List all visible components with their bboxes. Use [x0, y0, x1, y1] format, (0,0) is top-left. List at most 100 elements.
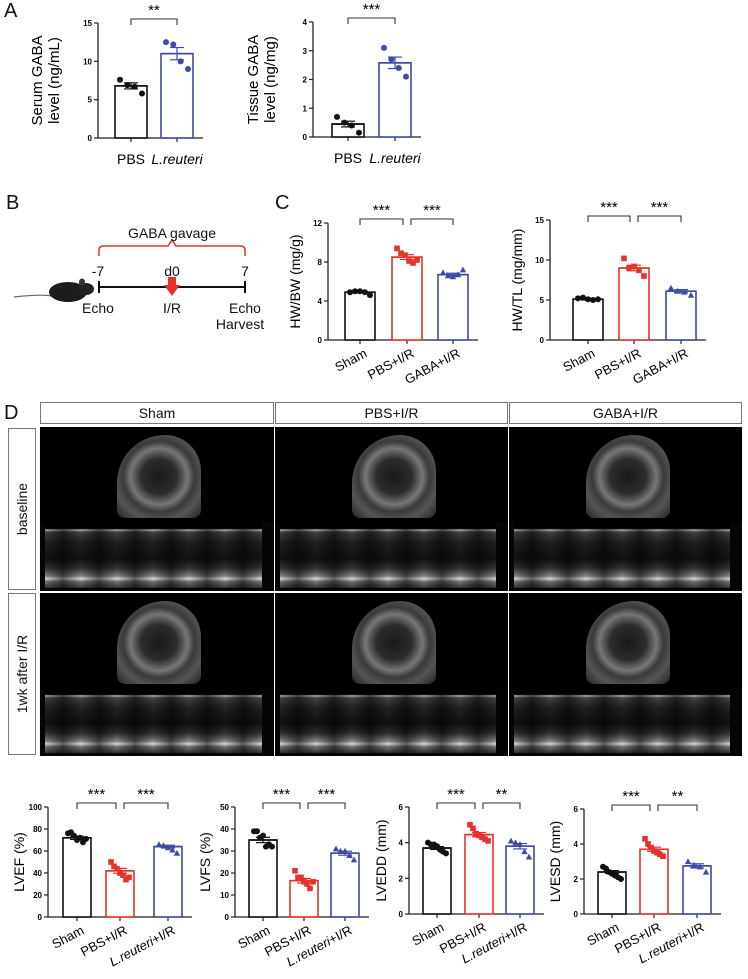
y-tick-label: 2 — [574, 875, 579, 884]
bar — [378, 62, 412, 138]
data-point — [71, 832, 77, 839]
significance-label: *** — [622, 788, 640, 805]
significance-label: *** — [137, 786, 155, 803]
data-point — [139, 90, 145, 97]
data-point — [696, 863, 704, 870]
data-point — [348, 122, 355, 129]
panel-label-b: B — [6, 192, 20, 214]
data-point — [641, 273, 647, 279]
data-point — [507, 837, 515, 844]
significance-bracket — [611, 804, 651, 811]
data-point — [398, 250, 404, 257]
significance-bracket — [347, 17, 396, 24]
column-header-gaba: GABA+I/R — [509, 402, 742, 424]
data-point — [651, 848, 657, 854]
data-point — [657, 851, 663, 858]
significance-label: *** — [600, 199, 618, 216]
data-point — [512, 839, 519, 846]
data-point — [690, 861, 698, 868]
y-tick-label: 1 — [303, 104, 308, 113]
data-point — [681, 288, 688, 295]
significance-bracket — [482, 802, 521, 809]
significance-bracket — [130, 18, 178, 25]
significance-label: *** — [363, 1, 381, 18]
x-tick-label: PBS — [334, 150, 362, 166]
y-tick-label: 5 — [540, 296, 545, 305]
bar — [289, 879, 319, 918]
data-point — [654, 849, 660, 856]
panel-label-a: A — [4, 0, 18, 22]
y-tick-label: 0 — [399, 910, 404, 919]
significance-label: *** — [88, 786, 106, 803]
data-point — [356, 129, 362, 136]
data-point — [645, 841, 651, 847]
bar — [665, 290, 697, 341]
data-point — [687, 291, 695, 298]
data-point — [367, 292, 373, 299]
data-point — [123, 876, 129, 883]
data-point — [631, 263, 637, 270]
significance-label: *** — [273, 786, 291, 803]
gavage-label: GABA gavage — [128, 225, 216, 241]
data-point — [185, 66, 191, 72]
data-point — [575, 295, 581, 302]
day-7: 7 — [241, 263, 249, 279]
significance-bracket — [307, 802, 346, 809]
echo-image — [40, 593, 274, 756]
significance-bracket — [262, 802, 301, 809]
data-point — [177, 58, 184, 65]
data-point — [350, 856, 358, 863]
data-point — [357, 288, 363, 295]
event-harvest: Harvest — [215, 316, 265, 332]
data-point — [473, 830, 479, 837]
x-tick-label-rest: +I/R — [501, 919, 529, 944]
data-point — [636, 267, 642, 274]
data-point — [439, 269, 447, 276]
y-tick-label: 12 — [313, 219, 322, 228]
y-tick-label: 0 — [574, 910, 579, 919]
data-point — [467, 822, 473, 828]
significance-label: ** — [148, 2, 160, 19]
column-header-pbs: PBS+I/R — [275, 402, 508, 424]
data-point — [403, 73, 409, 80]
y-axis-label: Tissue GABA — [245, 35, 262, 124]
bar — [330, 852, 360, 918]
data-point — [516, 841, 524, 848]
event-ir: I/R — [163, 300, 181, 316]
data-point — [254, 828, 260, 835]
data-point — [269, 843, 275, 850]
data-point — [648, 844, 654, 851]
y-tick-label: 20 — [220, 869, 229, 878]
data-point — [362, 289, 368, 296]
y-tick-label: 0 — [540, 336, 545, 345]
data-point — [117, 870, 123, 876]
y-tick-label: 40 — [33, 869, 42, 878]
bar — [618, 267, 650, 341]
y-tick-label: 0 — [318, 336, 323, 345]
significance-label: *** — [447, 786, 465, 803]
data-point — [521, 848, 528, 855]
bar — [153, 845, 183, 918]
data-point — [260, 832, 266, 839]
echo-image — [275, 427, 508, 591]
y-tick-label: 10 — [535, 256, 544, 265]
data-point — [444, 272, 452, 279]
y-tick-label: 20 — [33, 891, 42, 900]
x-tick-label: L.reuteri — [369, 150, 421, 166]
x-tick-label-rest: +I/R — [326, 922, 354, 947]
y-tick-label: 4 — [318, 297, 323, 306]
data-point — [394, 245, 400, 252]
panel-label-d: D — [4, 402, 19, 424]
data-point — [337, 847, 344, 854]
data-point — [341, 119, 348, 126]
significance-label: *** — [373, 202, 391, 219]
significance-bracket — [436, 802, 476, 809]
data-point — [410, 260, 416, 266]
data-point — [163, 39, 169, 46]
y-tick-label: 10 — [220, 891, 229, 900]
data-point — [126, 874, 132, 881]
